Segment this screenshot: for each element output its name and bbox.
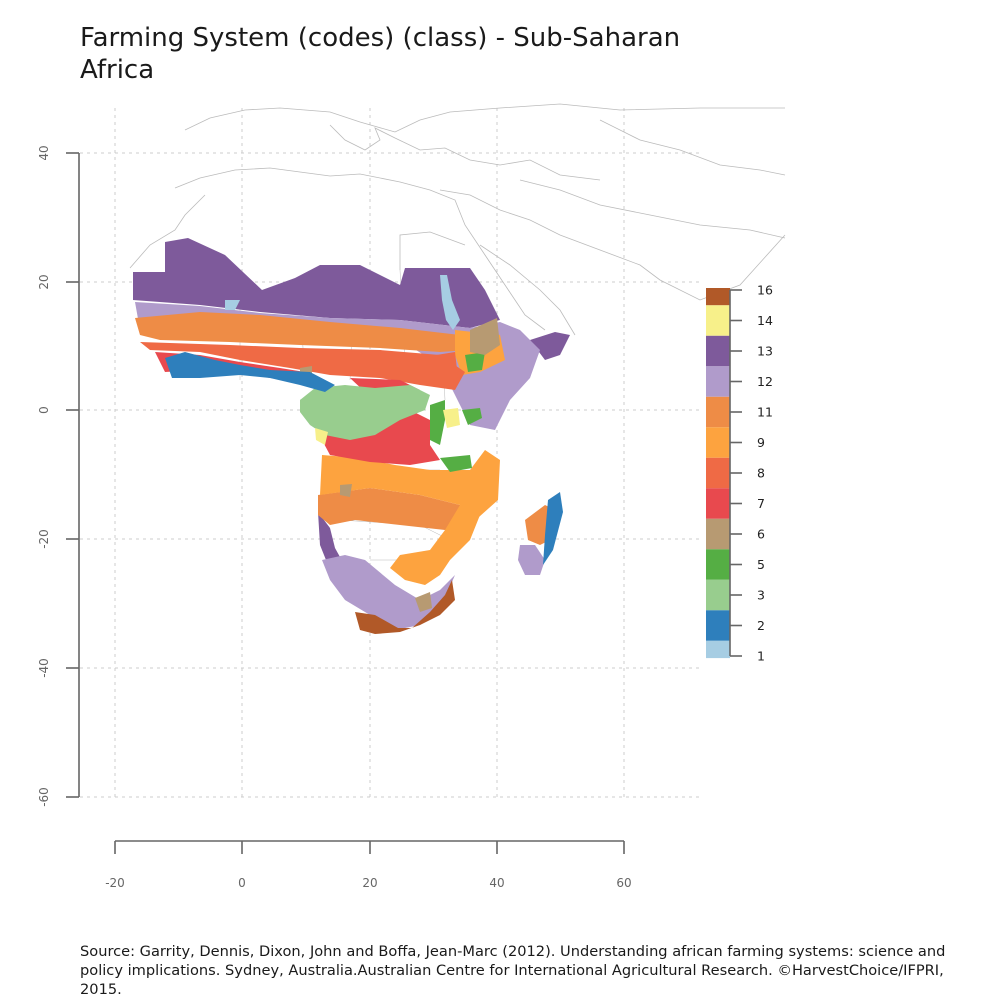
source-note: Source: Garrity, Dennis, Dixon, John and… bbox=[80, 943, 946, 998]
region-code-2 bbox=[543, 492, 563, 565]
region-code-8 bbox=[405, 352, 458, 385]
region-code-6 bbox=[415, 592, 432, 612]
region-code-9 bbox=[320, 450, 500, 525]
x-axis bbox=[114, 840, 625, 854]
legend-swatch-13 bbox=[706, 335, 730, 367]
legend-label-14: 14 bbox=[757, 313, 773, 328]
y-tick-label: -40 bbox=[37, 658, 51, 678]
region-code-14 bbox=[315, 428, 328, 445]
region-code-7 bbox=[320, 405, 440, 465]
legend-label-7: 7 bbox=[757, 496, 765, 511]
legend-swatch-12 bbox=[706, 366, 730, 397]
y-tick-labels: 40 20 0 -20 -40 -60 bbox=[37, 145, 51, 806]
legend-label-8: 8 bbox=[757, 466, 765, 481]
region-code-5 bbox=[465, 352, 485, 372]
region-code-16 bbox=[355, 580, 455, 634]
y-tick-label: -60 bbox=[37, 787, 51, 807]
legend-label-2: 2 bbox=[757, 618, 765, 633]
farming-system-regions bbox=[133, 238, 570, 634]
y-tick-label: 20 bbox=[37, 274, 51, 289]
region-code-14 bbox=[443, 408, 460, 428]
legend-label-11: 11 bbox=[757, 405, 773, 420]
region-code-9 bbox=[390, 505, 480, 585]
region-code-11 bbox=[318, 488, 470, 530]
legend-label-6: 6 bbox=[757, 527, 765, 542]
legend-label-1: 1 bbox=[757, 649, 765, 664]
region-code-6 bbox=[470, 318, 500, 355]
legend-swatch-8 bbox=[706, 457, 730, 489]
legend-swatch-11 bbox=[706, 396, 730, 428]
legend-swatch-9 bbox=[706, 427, 730, 458]
region-code-13 bbox=[133, 238, 500, 328]
map-title: Farming System (codes) (class) - Sub-Sah… bbox=[80, 23, 681, 85]
legend-swatch-2 bbox=[706, 610, 730, 641]
region-code-2 bbox=[165, 352, 335, 392]
y-tick-label: 40 bbox=[37, 145, 51, 160]
legend: 16 14 13 12 11 9 8 7 6 5 3 2 1 bbox=[706, 283, 773, 664]
region-code-3 bbox=[300, 385, 430, 440]
legend-label-9: 9 bbox=[757, 435, 765, 450]
x-tick-label: 60 bbox=[616, 876, 631, 890]
legend-label-12: 12 bbox=[757, 374, 773, 389]
y-tick-label: -20 bbox=[37, 529, 51, 549]
region-code-6 bbox=[340, 484, 352, 497]
legend-swatch-3 bbox=[706, 579, 730, 611]
legend-swatch-5 bbox=[706, 549, 730, 580]
region-code-5 bbox=[462, 408, 482, 425]
x-tick-label: 20 bbox=[362, 876, 377, 890]
x-tick-label: 40 bbox=[489, 876, 504, 890]
region-code-12 bbox=[518, 545, 545, 575]
legend-swatch-7 bbox=[706, 488, 730, 519]
legend-swatch-16 bbox=[706, 288, 730, 306]
legend-label-3: 3 bbox=[757, 588, 765, 603]
region-code-1 bbox=[225, 300, 240, 310]
x-tick-label: 0 bbox=[238, 876, 246, 890]
legend-label-5: 5 bbox=[757, 557, 765, 572]
region-code-1 bbox=[440, 275, 460, 330]
legend-label-16: 16 bbox=[757, 283, 773, 298]
region-code-5 bbox=[440, 455, 472, 472]
region-code-8 bbox=[140, 342, 465, 390]
region-code-11 bbox=[135, 312, 470, 352]
x-tick-labels: -20 0 20 40 60 bbox=[105, 876, 631, 890]
region-code-5 bbox=[430, 400, 445, 445]
region-code-13 bbox=[530, 332, 570, 360]
y-axis bbox=[66, 152, 80, 798]
legend-swatch-1 bbox=[706, 640, 730, 659]
legend-swatch-14 bbox=[706, 305, 730, 336]
world-outlines bbox=[129, 103, 786, 336]
x-tick-label: -20 bbox=[105, 876, 125, 890]
y-tick-label: 0 bbox=[37, 406, 51, 414]
legend-swatch-6 bbox=[706, 518, 730, 550]
legend-label-13: 13 bbox=[757, 344, 773, 359]
